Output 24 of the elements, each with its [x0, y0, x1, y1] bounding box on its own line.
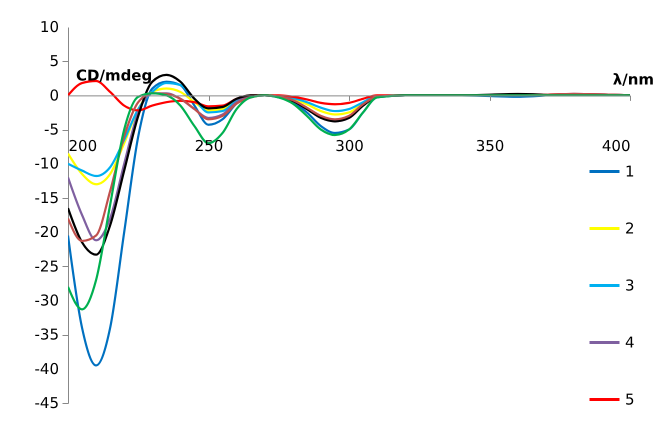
y-tick-label: -35: [34, 326, 59, 344]
legend-label: 3: [625, 276, 635, 294]
legend-label: 4: [625, 334, 635, 352]
y-tick-label: -15: [34, 188, 59, 207]
y-tick-label: -45: [34, 394, 59, 412]
y-tick-label: -5: [44, 120, 59, 139]
y-tick-label: -20: [34, 223, 59, 242]
legend-label: 2: [625, 220, 635, 238]
x-tick-label: 400: [602, 136, 630, 155]
y-tick-label: -40: [34, 360, 59, 378]
y-tick-label: -30: [34, 291, 59, 310]
x-axis-title: λ/nm: [612, 70, 654, 88]
y-tick-label: -10: [34, 154, 59, 173]
legend-label: 5: [625, 390, 635, 408]
y-tick-label: 0: [49, 86, 59, 104]
legend-label: 1: [625, 162, 635, 180]
y-axis-title: CD/mdeg: [76, 66, 152, 84]
y-tick-label: 5: [49, 52, 59, 70]
x-tick-label: 300: [335, 136, 364, 155]
y-tick-label: 10: [40, 18, 59, 36]
y-tick-label: -25: [34, 257, 59, 276]
x-tick-label: 200: [68, 136, 98, 155]
x-tick-label: 250: [194, 136, 224, 155]
x-tick-label: 350: [476, 136, 504, 155]
